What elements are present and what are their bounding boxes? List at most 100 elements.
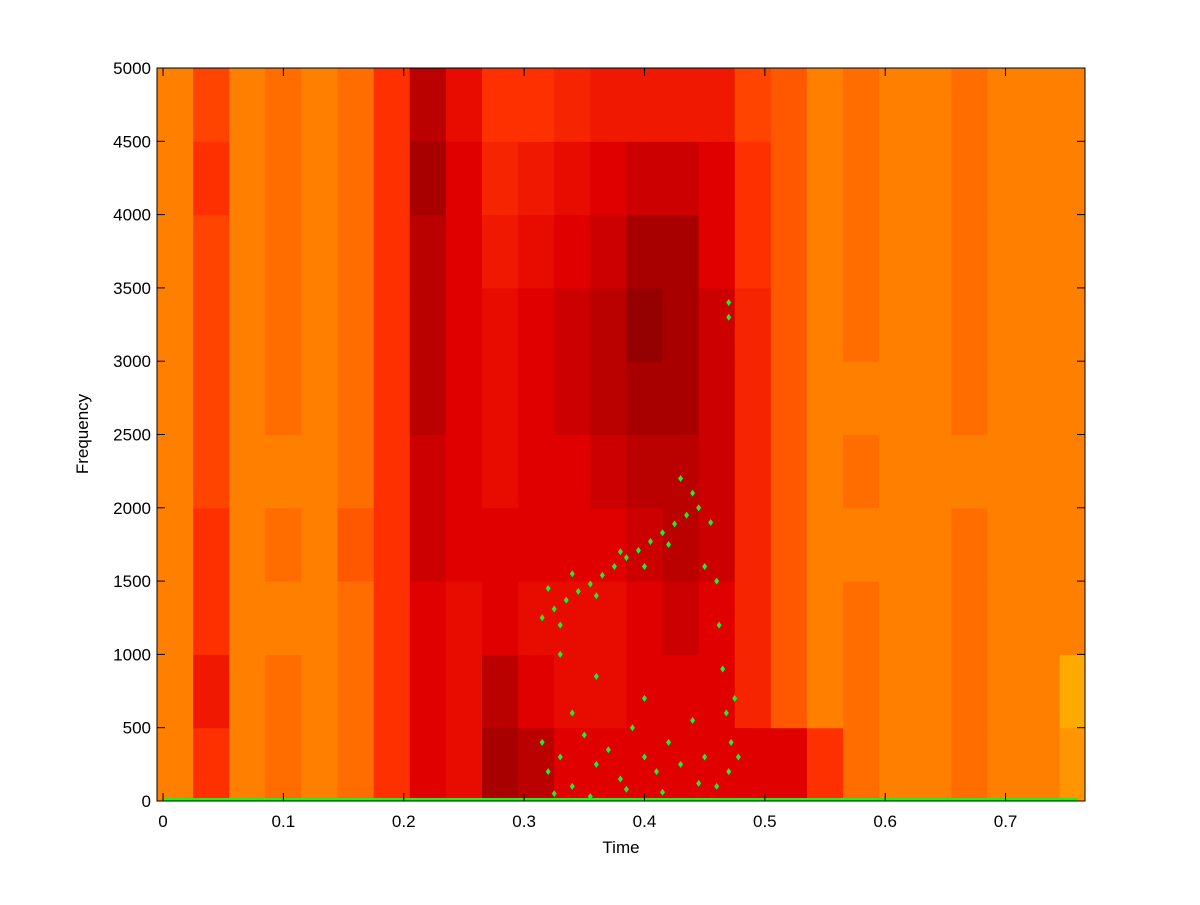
heat-cell xyxy=(843,507,880,582)
scatter-point xyxy=(557,650,563,658)
heat-cell xyxy=(409,214,447,289)
heat-cell xyxy=(1059,507,1085,582)
heat-cell xyxy=(662,361,700,435)
heat-cell xyxy=(445,68,483,142)
heat-cell xyxy=(879,727,916,801)
scatter-point xyxy=(629,724,635,732)
heat-cell xyxy=(193,507,230,582)
heat-cell xyxy=(698,507,736,582)
scatter-point xyxy=(539,614,545,622)
scatter-point xyxy=(660,529,666,537)
scatter-point xyxy=(726,299,732,307)
heat-cell xyxy=(373,727,411,801)
heat-cell xyxy=(193,727,230,801)
heat-cell xyxy=(662,214,700,289)
heat-cell xyxy=(265,434,302,509)
y-tick-label: 1000 xyxy=(113,645,151,664)
heat-cell xyxy=(626,654,664,729)
scatter-point xyxy=(557,621,563,629)
heat-cell xyxy=(481,434,519,509)
heat-cell xyxy=(698,287,736,362)
heat-cell xyxy=(843,654,880,729)
heat-cell xyxy=(193,361,230,435)
heat-cell xyxy=(554,507,591,582)
heat-cell xyxy=(770,141,808,216)
heat-cell xyxy=(770,727,808,801)
heat-cell xyxy=(987,141,1025,216)
scatter-point xyxy=(732,694,738,702)
heat-cell xyxy=(337,361,375,435)
heat-cell xyxy=(157,581,194,655)
heat-cell xyxy=(987,727,1025,801)
scatter-point xyxy=(623,785,629,793)
heat-cell xyxy=(1059,361,1085,435)
heat-cell xyxy=(193,287,230,362)
heat-cell xyxy=(301,727,339,801)
x-tick-label: 0.6 xyxy=(873,812,897,831)
heat-cell xyxy=(157,68,194,142)
heat-cell xyxy=(843,287,880,362)
y-tick-label: 3500 xyxy=(113,279,151,298)
heat-cell xyxy=(157,727,194,801)
heat-cell xyxy=(373,361,411,435)
heat-cell xyxy=(1023,434,1061,509)
heat-cell xyxy=(915,507,952,582)
scatter-point xyxy=(708,518,714,526)
x-tick-label: 0.1 xyxy=(272,812,296,831)
heat-cell xyxy=(662,287,700,362)
scatter-point xyxy=(678,474,684,482)
heat-cell xyxy=(626,68,664,142)
heat-cell xyxy=(409,141,447,216)
heat-cell xyxy=(734,361,772,435)
heat-cell xyxy=(734,434,772,509)
heat-cell xyxy=(265,361,302,435)
heat-cell xyxy=(1023,141,1061,216)
heat-cell xyxy=(157,141,194,216)
x-tick-label: 0.7 xyxy=(994,812,1018,831)
scatter-point xyxy=(551,605,557,613)
heat-cell xyxy=(157,361,194,435)
heat-cell xyxy=(481,581,519,655)
heat-cell xyxy=(445,361,483,435)
scatter-point xyxy=(735,753,741,761)
heat-cell xyxy=(554,654,591,729)
heat-cell xyxy=(301,287,339,362)
heat-cell xyxy=(734,68,772,142)
heat-cell xyxy=(734,287,772,362)
heat-cell xyxy=(590,654,627,729)
heat-cell xyxy=(806,68,844,142)
heat-cell xyxy=(698,581,736,655)
heat-cell xyxy=(554,141,591,216)
heat-cell xyxy=(590,434,627,509)
heat-cell xyxy=(806,581,844,655)
y-tick-label: 4000 xyxy=(113,206,151,225)
heat-cell xyxy=(915,287,952,362)
heat-cell xyxy=(554,287,591,362)
heat-cell xyxy=(734,727,772,801)
heat-cell xyxy=(337,287,375,362)
heat-cell xyxy=(1059,214,1085,289)
heat-cell xyxy=(265,68,302,142)
scatter-point xyxy=(575,587,581,595)
heat-cell xyxy=(662,434,700,509)
heat-cell xyxy=(734,141,772,216)
heat-cell xyxy=(1023,581,1061,655)
heat-cell xyxy=(373,68,411,142)
heat-cell xyxy=(337,581,375,655)
heat-cell xyxy=(481,141,519,216)
heat-cell xyxy=(843,434,880,509)
scatter-point xyxy=(623,554,629,562)
heat-cell xyxy=(915,727,952,801)
heat-cell xyxy=(590,507,627,582)
scatter-point xyxy=(563,596,569,604)
heat-cell xyxy=(481,68,519,142)
heat-cell xyxy=(626,361,664,435)
heat-cell xyxy=(337,727,375,801)
heat-cell xyxy=(229,141,266,216)
heat-cell xyxy=(445,287,483,362)
heat-cell xyxy=(590,214,627,289)
heat-cell xyxy=(445,581,483,655)
scatter-point xyxy=(605,746,611,754)
heat-cell xyxy=(193,581,230,655)
